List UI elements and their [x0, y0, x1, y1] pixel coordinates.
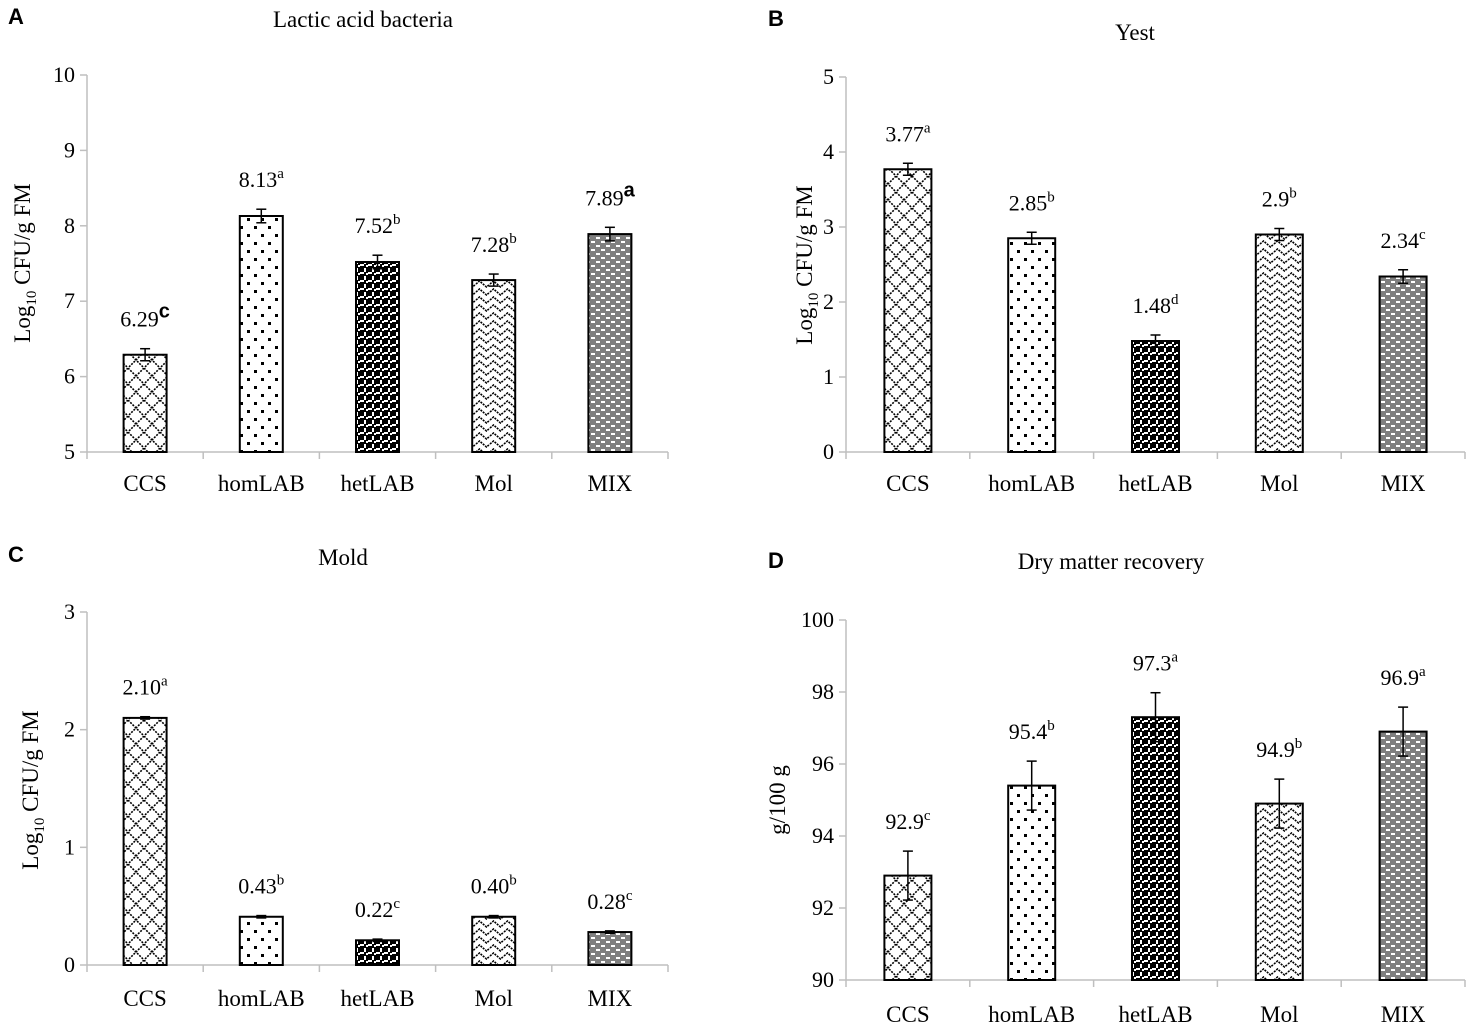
category-label: hetLAB	[340, 986, 414, 1011]
y-tick-label: 5	[64, 439, 75, 464]
data-label: 8.13a	[239, 166, 285, 192]
y-tick-label: 1	[823, 364, 834, 389]
data-label: 0.22c	[355, 896, 401, 922]
category-label: hetLAB	[340, 471, 414, 496]
category-label: MIX	[588, 471, 633, 496]
chart-title: Dry matter recovery	[1018, 549, 1205, 574]
bar-homlab	[1007, 784, 1057, 981]
y-tick-label: 7	[64, 288, 75, 313]
category-label: CCS	[886, 1002, 929, 1024]
category-label: Mol	[1260, 471, 1298, 496]
data-label: 96.9a	[1381, 664, 1427, 690]
y-tick-label: 10	[53, 62, 75, 87]
bar-hetlab	[355, 260, 400, 453]
y-tick-label: 90	[812, 967, 834, 992]
y-axis-label: Log10 CFU/g FM	[18, 710, 48, 869]
bar-mol	[1254, 802, 1304, 981]
data-label: 0.43b	[238, 873, 284, 899]
panel-letter: B	[768, 6, 784, 31]
bar-mix	[587, 233, 633, 453]
bar-ccs	[122, 353, 168, 454]
bar-mix	[1378, 275, 1428, 453]
category-label: MIX	[588, 986, 633, 1011]
data-label: 7.28b	[471, 231, 517, 257]
category-label: hetLAB	[1118, 1002, 1192, 1024]
data-label: 94.9b	[1256, 736, 1302, 762]
category-label: Mol	[475, 471, 513, 496]
bar-homlab	[238, 915, 284, 966]
y-tick-label: 8	[64, 213, 75, 238]
chart-title: Yest	[1115, 20, 1155, 45]
category-label: Mol	[1260, 1002, 1298, 1024]
bar-hetlab	[1131, 340, 1180, 453]
data-label: 2.85b	[1009, 189, 1055, 215]
y-tick-label: 2	[823, 289, 834, 314]
bar-hetlab	[355, 939, 400, 966]
bar-mix	[587, 931, 633, 967]
bar-ccs	[122, 716, 168, 967]
panel-letter: A	[8, 4, 24, 29]
bar-mol	[1254, 233, 1304, 453]
y-tick-label: 4	[823, 139, 834, 164]
y-tick-label: 94	[812, 823, 834, 848]
y-tick-label: 3	[823, 214, 834, 239]
category-label: CCS	[123, 986, 166, 1011]
category-label: MIX	[1381, 471, 1426, 496]
data-label: 0.28c	[587, 888, 633, 914]
y-tick-label: 0	[823, 439, 834, 464]
category-label: CCS	[886, 471, 929, 496]
bar-ccs	[883, 168, 933, 453]
category-label: homLAB	[218, 471, 305, 496]
y-axis-label: g/100 g	[765, 765, 790, 835]
data-label: 2.34c	[1381, 227, 1427, 253]
y-tick-label: 100	[801, 607, 834, 632]
category-label: hetLAB	[1118, 471, 1192, 496]
data-label: 1.48d	[1133, 292, 1180, 318]
panel-letter: D	[768, 548, 784, 573]
data-label: 6.29c	[120, 301, 170, 332]
y-tick-label: 98	[812, 679, 834, 704]
data-label: 7.52b	[355, 212, 401, 238]
bar-homlab	[238, 214, 284, 453]
y-tick-label: 92	[812, 895, 834, 920]
chart-title: Lactic acid bacteria	[273, 7, 453, 32]
bar-hetlab	[1131, 716, 1180, 981]
y-tick-label: 6	[64, 364, 75, 389]
y-tick-label: 1	[64, 834, 75, 859]
y-tick-label: 2	[64, 717, 75, 742]
chart-title: Mold	[318, 545, 368, 570]
y-axis-label: Log10 CFU/g FM	[792, 185, 822, 344]
data-label: 3.77a	[885, 120, 931, 146]
y-axis-label: Log10 CFU/g FM	[10, 183, 40, 342]
data-label: 92.9c	[885, 808, 931, 834]
data-label: 2.10a	[123, 674, 169, 700]
y-tick-label: 0	[64, 952, 75, 977]
bar-mol	[471, 915, 517, 966]
bar-mix	[1378, 730, 1428, 981]
chart-panel-b: B Yest 0 1 2 3 4 5 Log10 CFU/g FM 3.77a CCS 2.85b ho…	[768, 6, 1466, 496]
bar-homlab	[1007, 237, 1057, 453]
data-label: 0.40b	[471, 873, 517, 899]
category-label: Mol	[475, 986, 513, 1011]
y-tick-label: 9	[64, 137, 75, 162]
data-label: 95.4b	[1009, 718, 1055, 744]
category-label: homLAB	[988, 1002, 1075, 1024]
y-tick-label: 96	[812, 751, 834, 776]
data-label: 2.9b	[1262, 186, 1297, 212]
bar-mol	[471, 279, 517, 454]
category-label: homLAB	[218, 986, 305, 1011]
y-tick-label: 5	[823, 64, 834, 89]
data-label: 97.3a	[1133, 650, 1179, 676]
data-label: 7.89a	[585, 179, 636, 210]
category-label: MIX	[1381, 1002, 1426, 1024]
y-tick-label: 3	[64, 599, 75, 624]
chart-panel-c: C Mold 0 1 2 3 Log10 CFU/g FM 2.10a CCS 0.43b homL…	[8, 542, 669, 1011]
category-label: CCS	[123, 471, 166, 496]
chart-panel-a: A Lactic acid bacteria 5 6 7 8 9 10 Log10 CFU/g …	[8, 4, 669, 496]
chart-panel-d: D Dry matter recovery 90 92 94 96 98 100 g/100 g…	[765, 548, 1466, 1024]
panel-letter: C	[8, 542, 24, 567]
category-label: homLAB	[988, 471, 1075, 496]
